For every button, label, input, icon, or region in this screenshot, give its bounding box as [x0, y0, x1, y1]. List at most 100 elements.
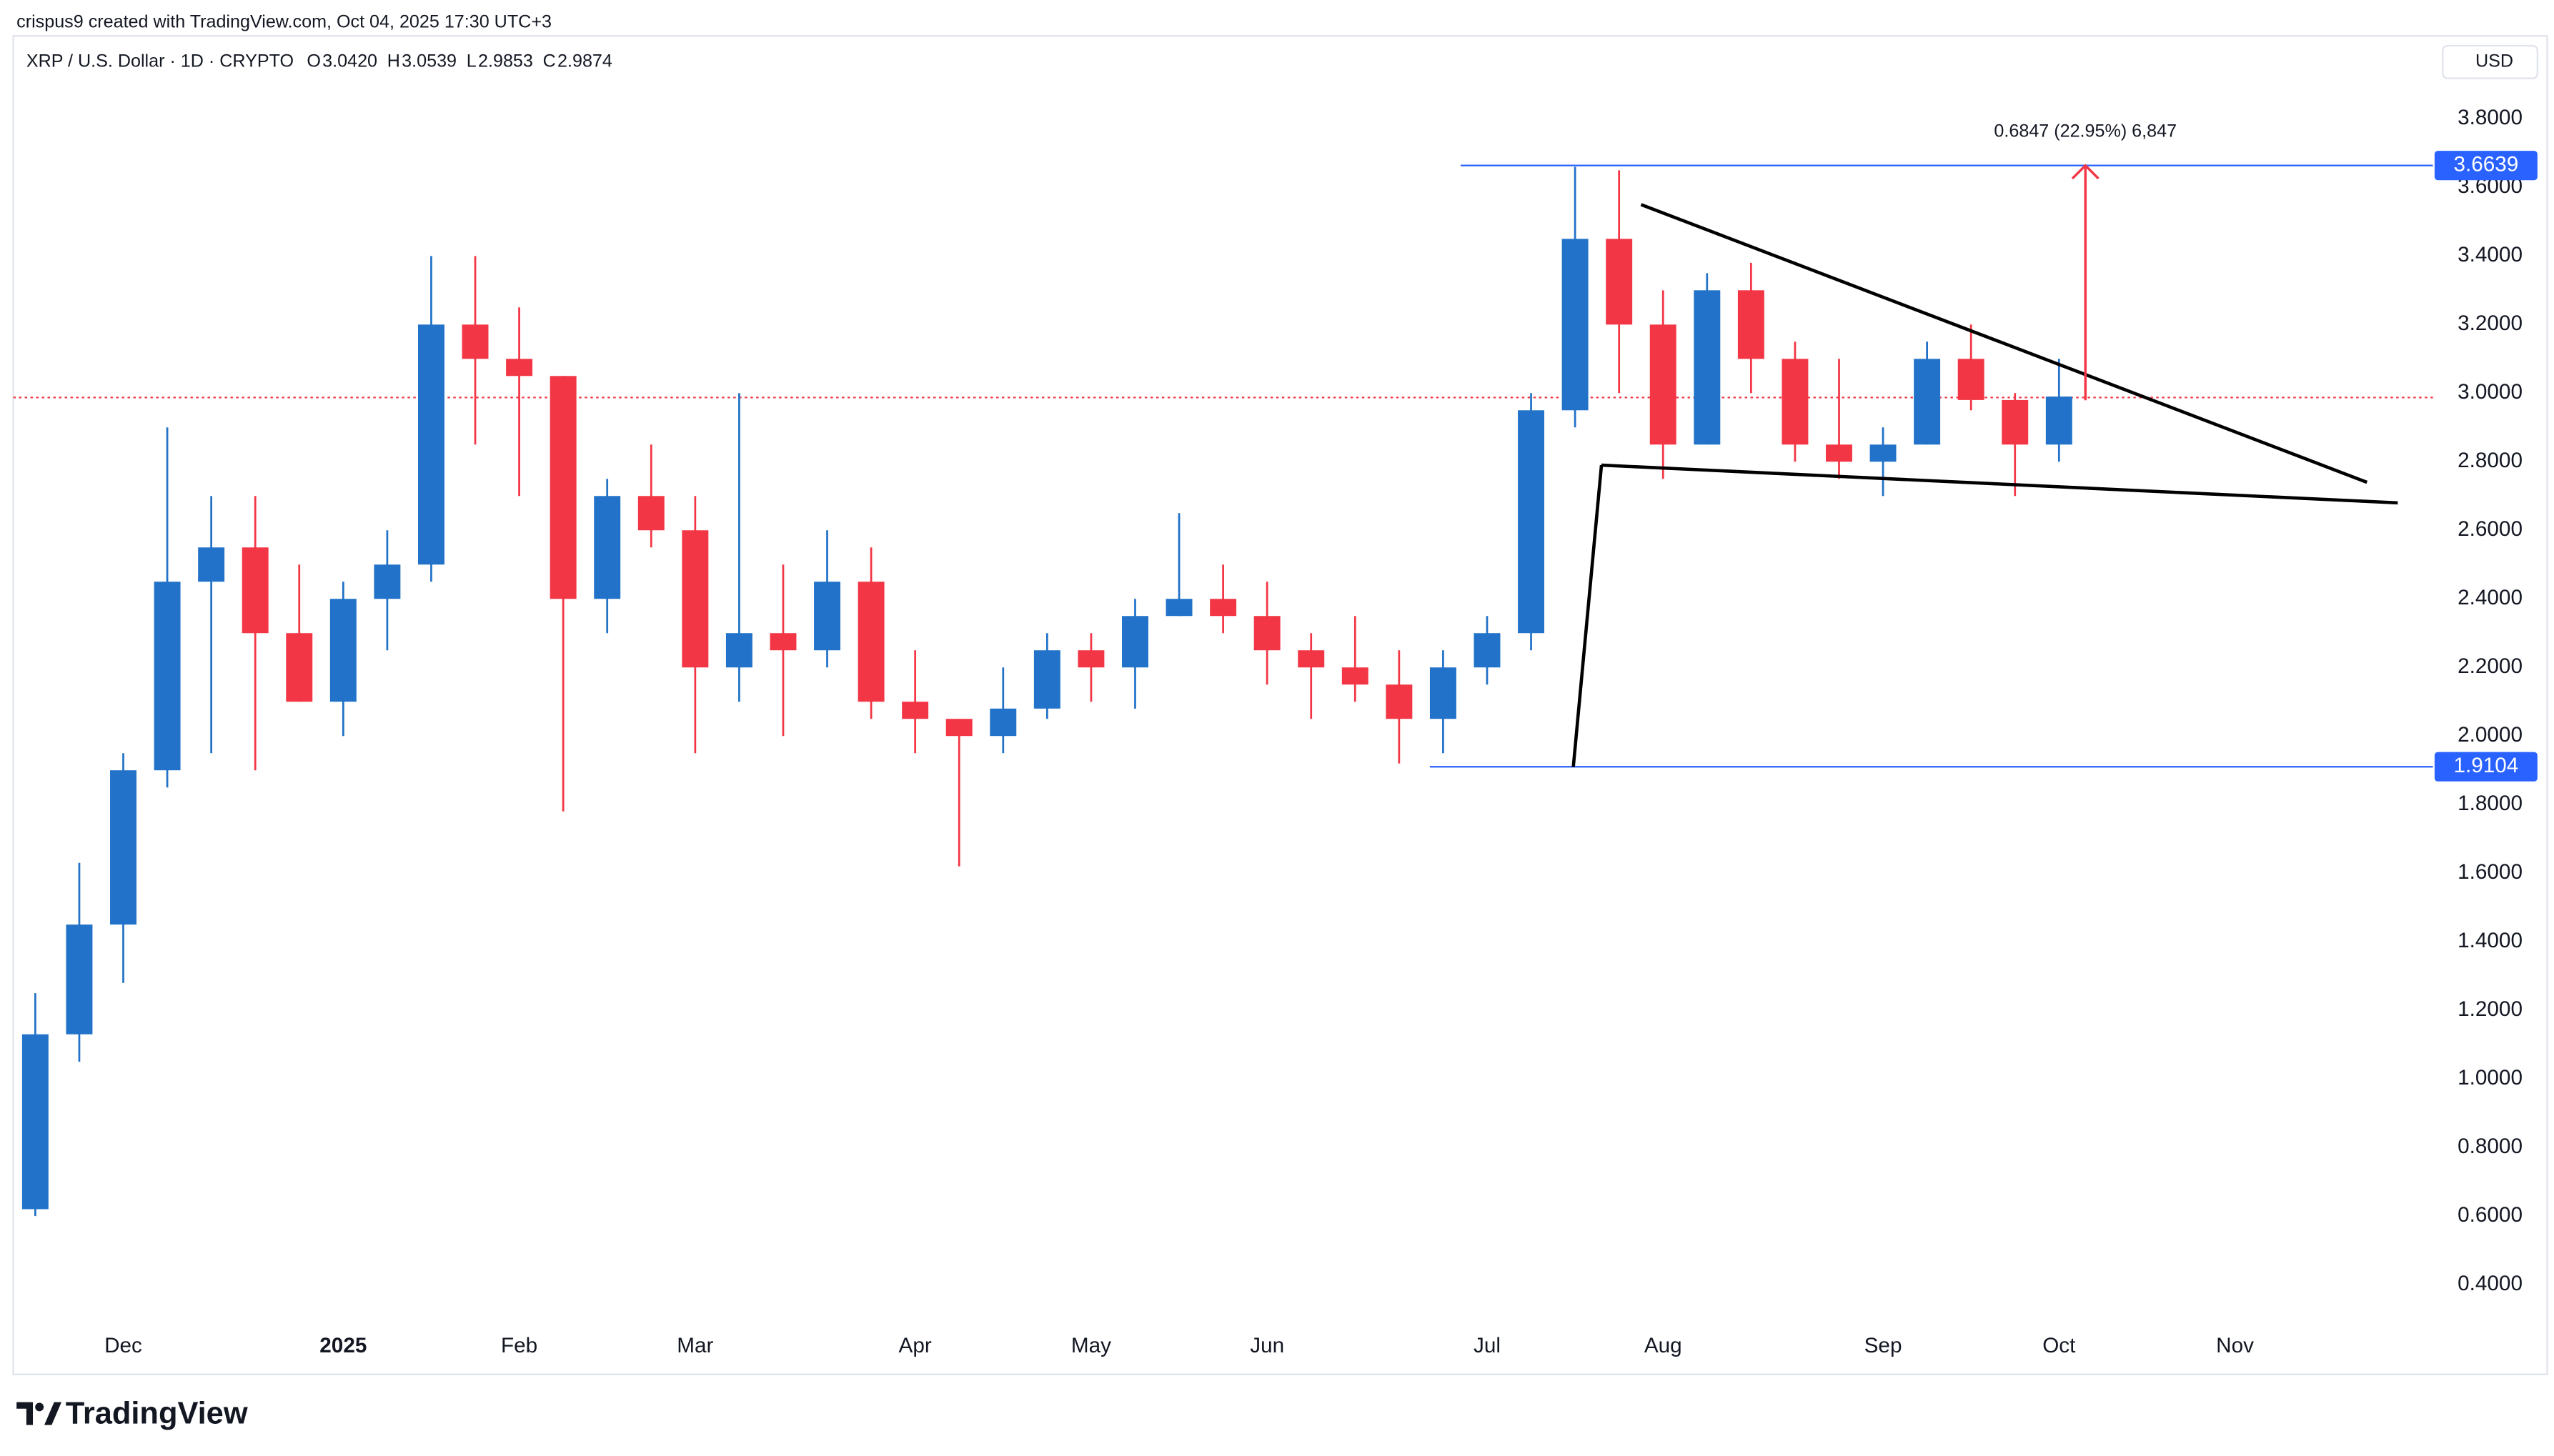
x-tick-label: Oct	[2042, 1334, 2076, 1357]
candle-body	[506, 359, 533, 377]
candle-body	[1737, 290, 1764, 359]
x-tick-label: 2025	[319, 1334, 367, 1357]
x-tick-label: May	[1071, 1334, 1111, 1357]
y-tick-label: 2.4000	[2458, 586, 2523, 609]
candle-body	[1122, 616, 1148, 668]
candle-body	[1033, 650, 1060, 709]
candle-body	[1341, 667, 1368, 685]
logo: TradingView	[66, 1396, 248, 1430]
ohlc-label: O	[307, 51, 321, 71]
x-tick-label: Feb	[501, 1334, 537, 1357]
candle-body	[1782, 359, 1809, 445]
candle-body	[1253, 616, 1281, 651]
level-box	[2434, 752, 2538, 782]
candle-body	[945, 719, 973, 737]
ohlc-value: 3.0539	[402, 51, 457, 71]
measure-label: 0.6847 (22.95%) 6,847	[1994, 121, 2177, 141]
x-tick-label: Sep	[1864, 1334, 1902, 1357]
y-tick-label: 1.4000	[2458, 929, 2523, 952]
candle-body	[1869, 444, 1897, 462]
currency-box[interactable]	[2442, 44, 2538, 79]
candle-body	[329, 599, 357, 702]
candle-body	[990, 708, 1017, 737]
y-tick-label: 3.0000	[2458, 380, 2523, 404]
y-tick-label: 2.6000	[2458, 517, 2523, 541]
x-tick-label: Nov	[2216, 1334, 2254, 1357]
candle-body	[858, 582, 885, 702]
y-tick-label: 0.8000	[2458, 1135, 2523, 1158]
y-tick-label: 3.2000	[2458, 311, 2523, 335]
candle-body	[814, 582, 840, 651]
y-tick-label: 2.2000	[2458, 654, 2523, 678]
ohlc-label: L	[467, 51, 477, 71]
y-tick-label: 3.8000	[2458, 106, 2523, 129]
candle-body	[66, 924, 93, 1034]
trendline	[1571, 464, 1604, 767]
ohlc-value: 3.0420	[322, 51, 377, 71]
candle-body	[1561, 239, 1589, 411]
trendline	[1601, 463, 2398, 505]
level-label: 3.6639	[2453, 153, 2518, 176]
candle-body	[417, 324, 444, 565]
candle-body	[2002, 399, 2029, 445]
y-tick-label: 0.6000	[2458, 1203, 2523, 1227]
candle-body	[1694, 290, 1721, 445]
y-tick-label: 1.6000	[2458, 860, 2523, 884]
x-tick-label: Aug	[1644, 1334, 1682, 1357]
y-tick-label: 1.0000	[2458, 1066, 2523, 1089]
y-tick-label: 1.2000	[2458, 997, 2523, 1021]
y-tick-label: 0.4000	[2458, 1272, 2523, 1295]
candle-body	[594, 496, 621, 599]
x-tick-label: Jun	[1250, 1334, 1284, 1357]
candle-body	[1606, 239, 1633, 325]
candle-body	[1078, 650, 1105, 668]
x-tick-label: Apr	[899, 1334, 932, 1357]
candle-body	[1914, 359, 1941, 445]
candle-body	[1957, 359, 1984, 400]
x-tick-label: Dec	[104, 1334, 142, 1357]
candle-body	[462, 324, 489, 359]
trendline	[1640, 203, 2368, 484]
candle-body	[110, 770, 136, 925]
candle-body	[1298, 650, 1325, 668]
ohlc-value: 2.9874	[557, 51, 612, 71]
symbol: XRP / U.S. Dollar · 1D · CRYPTO	[26, 51, 294, 71]
candle-body	[198, 547, 225, 582]
currency[interactable]: USD	[2475, 51, 2513, 71]
candle-body	[902, 702, 929, 719]
y-tick-label: 2.8000	[2458, 449, 2523, 472]
x-tick-label: Jul	[1474, 1334, 1501, 1357]
level-label: 1.9104	[2453, 754, 2518, 777]
frame	[12, 35, 2548, 1375]
y-tick-label: 3.4000	[2458, 243, 2523, 266]
candle-body	[725, 633, 752, 668]
candle-body	[1166, 599, 1193, 617]
candle-body	[1210, 599, 1237, 617]
candle-body	[1386, 684, 1413, 719]
candle-body	[2045, 397, 2072, 445]
candle-body	[242, 547, 269, 634]
candle-body	[21, 1034, 49, 1210]
ohlc-label: H	[387, 51, 400, 71]
candle-body	[374, 564, 401, 599]
x-tick-label: Mar	[677, 1334, 713, 1357]
logo-icon	[16, 1402, 62, 1425]
candle-body	[1518, 410, 1545, 634]
candle-body	[1826, 444, 1852, 462]
candle-body	[1429, 667, 1456, 719]
arrow-head	[2071, 164, 2100, 180]
level-box	[2434, 151, 2538, 181]
candle-body	[550, 376, 577, 599]
candle-body	[1474, 633, 1501, 668]
ohlc-label: C	[543, 51, 556, 71]
credit: crispus9 created with TradingView.com, O…	[16, 12, 552, 32]
candle-body	[154, 582, 181, 771]
candle-body	[770, 633, 797, 651]
candle-body	[682, 530, 709, 668]
candle-body	[1649, 324, 1676, 445]
candle-body	[637, 496, 665, 531]
candle-body	[286, 633, 313, 702]
